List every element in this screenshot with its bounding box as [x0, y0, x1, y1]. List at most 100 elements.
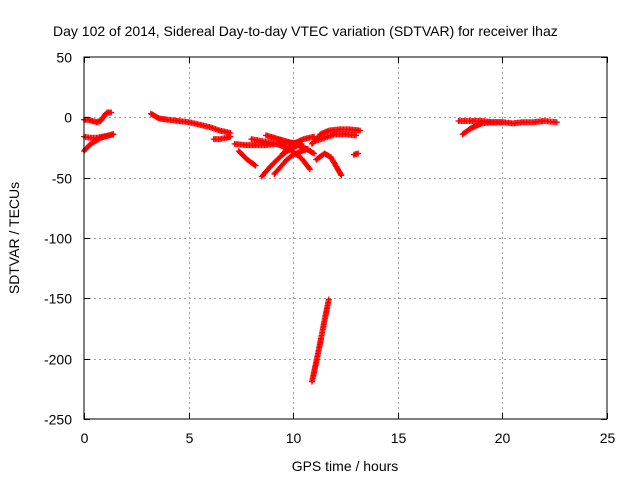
data-point: [344, 133, 347, 136]
data-point: [335, 166, 339, 170]
data-point: [469, 127, 473, 130]
y-tick-label: -50: [52, 171, 72, 187]
data-point: [323, 152, 326, 155]
data-point: [302, 146, 305, 149]
data-point: [532, 121, 535, 124]
x-tick-label: 5: [186, 430, 194, 446]
series-arc-n: [313, 150, 345, 179]
x-tick-label: 20: [495, 430, 511, 446]
data-point: [87, 118, 90, 121]
data-point: [95, 136, 98, 139]
axis-ticks: [84, 57, 608, 420]
data-point: [105, 111, 109, 114]
data-point: [490, 121, 494, 124]
data-point: [323, 136, 326, 139]
data-point: [300, 157, 303, 160]
data-point: [310, 142, 314, 146]
data-point: [555, 121, 558, 124]
series-arc-c: [81, 131, 117, 141]
y-axis-label: SDTVAR / TECUs: [6, 182, 22, 294]
data-point: [269, 165, 272, 168]
data-point: [543, 119, 546, 123]
data-point: [354, 134, 358, 137]
series-arc-s: [459, 119, 506, 138]
y-tick-label: 50: [56, 50, 72, 66]
data-point: [469, 119, 473, 123]
data-point: [212, 137, 215, 141]
chart-title: Day 102 of 2014, Sidereal Day-to-day VTE…: [53, 23, 558, 39]
data-point: [233, 142, 236, 146]
data-point: [254, 164, 257, 167]
data-point: [275, 142, 278, 146]
data-point: [338, 128, 341, 131]
data-point: [285, 158, 289, 161]
data-point: [103, 113, 107, 117]
data-point: [511, 122, 515, 125]
data-point: [277, 137, 280, 141]
y-tick-label: -250: [44, 412, 72, 428]
data-point-markers: [81, 131, 117, 141]
data-point: [264, 134, 268, 137]
data-point: [197, 123, 201, 126]
x-axis-label: GPS time / hours: [292, 458, 399, 474]
data-point: [166, 118, 169, 121]
x-tick-label: 10: [286, 430, 302, 446]
data-point: [95, 121, 98, 124]
data-point: [358, 129, 362, 132]
data-point: [99, 119, 102, 123]
data-point: [237, 149, 240, 153]
data-point-markers: [313, 150, 345, 179]
data-point: [323, 318, 326, 322]
data-point: [89, 136, 92, 139]
y-tick-label: -100: [44, 231, 72, 247]
tick-labels: 0 5 10 15 20 25 50 0 -50 -100 -150 -200 -250: [44, 50, 616, 447]
data-point: [327, 298, 330, 301]
data-point: [158, 117, 161, 120]
series-arc-d: [147, 110, 234, 136]
x-tick-label: 15: [391, 430, 407, 446]
series-arc-g: [235, 148, 259, 169]
series-arc-r: [455, 118, 560, 127]
data-point: [218, 129, 222, 132]
series-arc-k: [263, 132, 318, 157]
data-point: [101, 135, 105, 138]
data-point: [208, 125, 211, 129]
data-point: [243, 143, 247, 147]
data-point: [281, 152, 284, 155]
data-point: [229, 135, 232, 138]
data-point-markers: [455, 118, 560, 127]
data-point: [110, 111, 113, 114]
data-point: [522, 121, 525, 124]
data-point-markers: [147, 110, 234, 136]
y-tick-label: -200: [44, 352, 72, 368]
data-point: [218, 137, 222, 141]
x-tick-label: 25: [600, 430, 616, 446]
data-point: [300, 149, 303, 153]
series-arc-l: [279, 133, 318, 157]
grid: [84, 57, 607, 419]
data-point: [260, 175, 263, 178]
data-point: [250, 137, 253, 141]
data-point: [149, 112, 153, 115]
data-point: [501, 121, 504, 124]
data-marks: [81, 109, 560, 385]
data-point: [329, 156, 333, 159]
data-point: [277, 157, 280, 160]
data-point: [461, 133, 464, 136]
data-point-markers: [350, 150, 362, 158]
data-point: [312, 140, 316, 143]
data-point: [356, 152, 360, 155]
data-point: [246, 158, 249, 161]
data-point: [254, 143, 257, 147]
series-arc-o: [311, 131, 359, 145]
data-point: [292, 142, 295, 146]
data-point: [273, 172, 276, 176]
data-point: [315, 158, 318, 161]
data-point: [340, 174, 343, 177]
data-point: [312, 152, 316, 155]
series-arc-q: [309, 296, 332, 385]
data-point: [91, 141, 94, 144]
series-arc-e: [210, 133, 234, 143]
data-point: [327, 129, 330, 132]
